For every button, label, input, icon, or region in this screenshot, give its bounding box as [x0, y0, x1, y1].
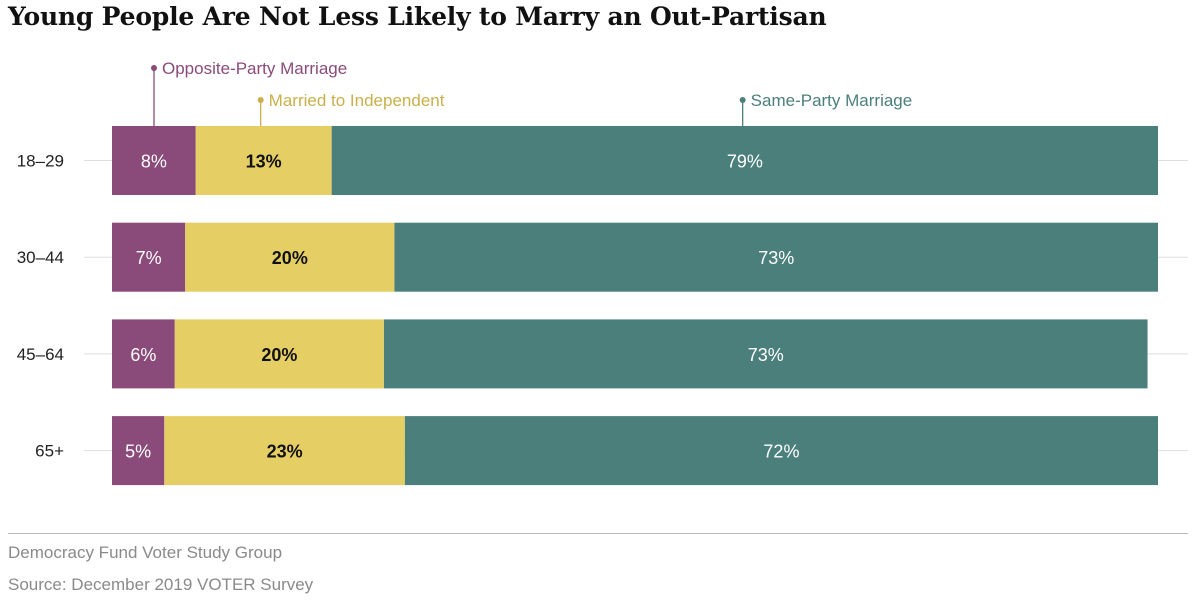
bar-segment — [185, 222, 395, 292]
data-label: 73% — [758, 248, 794, 268]
bar-segment — [174, 319, 384, 389]
category-label: 18–29 — [17, 152, 64, 171]
data-label: 8% — [141, 152, 167, 172]
legend-label: Same-Party Marriage — [751, 91, 913, 110]
data-label: 13% — [246, 152, 282, 172]
legend-label: Opposite-Party Marriage — [162, 59, 347, 78]
category-labels: 18–29 30–44 45–64 65+ — [17, 152, 64, 461]
footer-org: Democracy Fund Voter Study Group — [8, 543, 283, 562]
bar-segment — [112, 126, 196, 195]
bar-segment — [331, 126, 1158, 195]
data-label: 72% — [763, 442, 799, 462]
bar-segment — [112, 222, 186, 292]
bar-segment — [112, 319, 175, 389]
bar-segment — [164, 416, 405, 486]
data-label: 7% — [136, 248, 162, 268]
grid-lines — [84, 160, 1188, 452]
stacked-bar-chart: Opposite-Party Marriage Married to Indepe… — [17, 59, 1188, 486]
category-label: 30–44 — [17, 248, 64, 267]
bars: 8% 13% 79% 7% 20% 73% 6% 20% 73% 5% 23% 72% — [112, 126, 1158, 486]
legend-dot — [257, 97, 264, 103]
legend-dot — [739, 97, 746, 103]
data-label: 73% — [748, 345, 784, 365]
category-label: 45–64 — [17, 345, 64, 364]
legend-label: Married to Independent — [269, 91, 445, 110]
data-label: 20% — [272, 248, 308, 268]
bar-segment — [195, 126, 332, 195]
data-label: 6% — [130, 345, 156, 365]
bar-segment — [112, 416, 165, 486]
category-label: 65+ — [35, 442, 64, 461]
bar-segment — [394, 222, 1158, 292]
legend: Opposite-Party Marriage Married to Indepe… — [151, 59, 912, 126]
footer-source: Source: December 2019 VOTER Survey — [8, 575, 314, 594]
legend-dot — [151, 65, 157, 71]
bar-segment — [404, 416, 1158, 486]
data-label: 23% — [267, 442, 303, 462]
data-label: 79% — [727, 152, 763, 172]
chart-title: Young People Are Not Less Likely to Marr… — [8, 2, 827, 31]
data-label: 5% — [125, 442, 151, 462]
footer-divider — [8, 533, 1188, 534]
bar-segment — [383, 319, 1148, 389]
data-label: 20% — [261, 345, 297, 365]
